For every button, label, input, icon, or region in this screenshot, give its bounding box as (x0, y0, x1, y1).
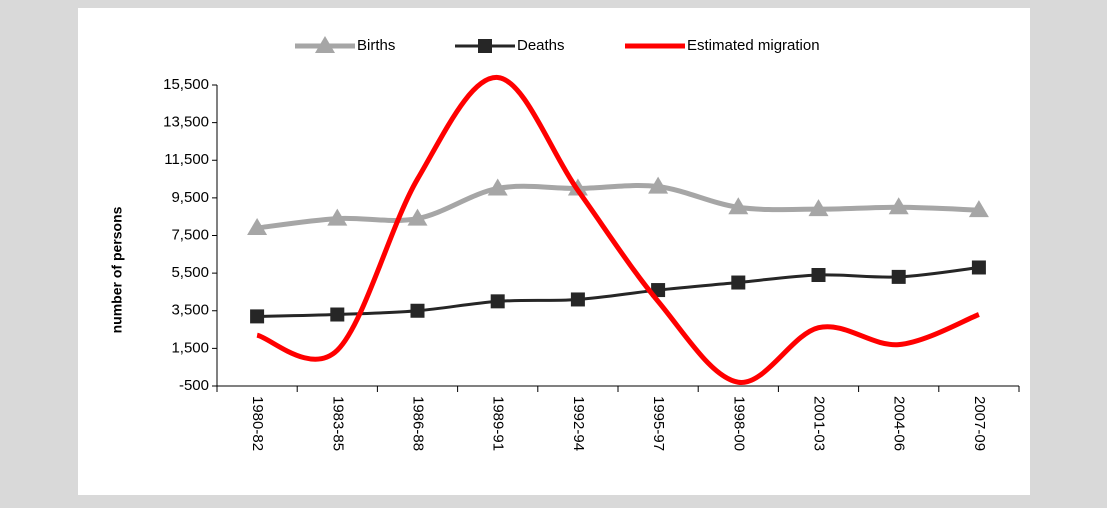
y-tick-label: 11,500 (164, 151, 209, 168)
marker (315, 36, 335, 53)
marker (490, 294, 505, 309)
y-tick-label: -500 (179, 377, 209, 394)
y-tick-label: 3,500 (171, 302, 209, 319)
y-tick-label: 13,500 (163, 114, 209, 131)
series-line (256, 183, 979, 231)
marker (648, 176, 669, 194)
y-axis-title: number of persons (109, 206, 125, 333)
marker (891, 269, 906, 284)
marker (971, 260, 986, 275)
legend-label: Estimated migration (687, 37, 820, 54)
x-tick-label: 1980-82 (249, 396, 266, 451)
series-line (256, 74, 980, 385)
marker (407, 208, 428, 226)
legend-label: Deaths (517, 37, 565, 54)
x-tick-label: 1992-94 (570, 396, 587, 451)
marker (731, 275, 746, 290)
marker (811, 268, 826, 283)
marker (410, 303, 425, 318)
y-tick-label: 7,500 (171, 226, 209, 243)
series-line (257, 265, 980, 318)
x-tick-label: 1995-97 (650, 396, 667, 451)
marker (968, 200, 989, 218)
x-tick-label: 1986-88 (410, 396, 427, 451)
marker (478, 39, 492, 53)
x-tick-label: 1983-85 (329, 396, 346, 451)
marker (247, 217, 268, 235)
marker (487, 178, 508, 196)
x-tick-label: 1989-91 (490, 396, 507, 451)
x-tick-label: 2001-03 (811, 396, 828, 451)
marker (808, 199, 829, 217)
y-tick-label: 9,500 (171, 189, 209, 206)
x-tick-label: 1998-00 (730, 396, 747, 451)
marker (327, 208, 348, 226)
chart-panel (78, 8, 1030, 495)
x-tick-label: 2007-09 (971, 396, 988, 451)
marker (570, 292, 585, 307)
y-tick-label: 1,500 (171, 339, 209, 356)
marker (888, 197, 909, 215)
marker (330, 307, 345, 322)
marker (728, 197, 749, 215)
y-tick-label: 5,500 (171, 264, 209, 281)
x-tick-label: 2004-06 (891, 396, 908, 451)
y-tick-label: 15,500 (163, 76, 209, 93)
legend-label: Births (357, 37, 395, 54)
marker (250, 309, 265, 324)
